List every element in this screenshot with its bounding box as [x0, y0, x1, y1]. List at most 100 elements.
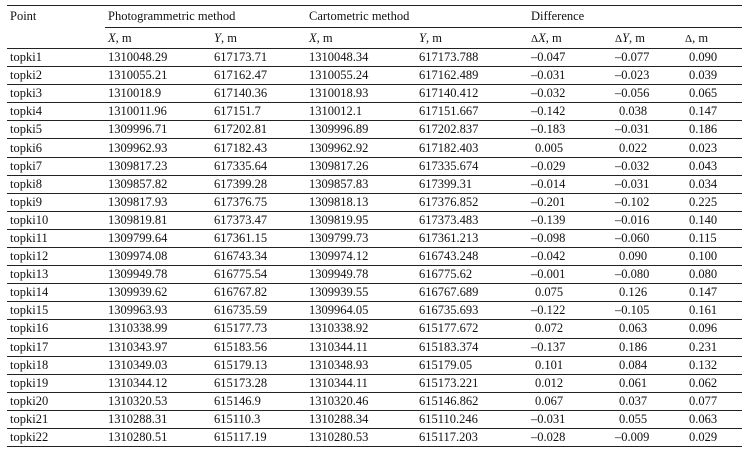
cell-delta-x: –0.031 — [528, 66, 613, 86]
cell-delta-y: –0.102 — [612, 193, 683, 212]
cell-point-name: topki9 — [7, 193, 105, 212]
cell-point-name: topki13 — [7, 265, 105, 285]
cell-y-photo: 617173.71 — [211, 48, 306, 68]
cell-delta-x: –0.098 — [528, 229, 613, 249]
cell-delta-y: –0.077 — [612, 48, 683, 68]
unit: , m — [115, 30, 132, 45]
cell-point-name: topki15 — [7, 301, 105, 321]
header-point: Point — [10, 9, 37, 24]
table-row: topki3 1310018.9 617140.36 1310018.93 617140… — [7, 84, 743, 104]
unit: , m — [220, 30, 237, 45]
cell-x-photo: 1309962.93 — [105, 138, 211, 158]
table-row: topki22 1310280.51 615117.19 1310280.53 6151… — [7, 428, 743, 448]
cell-y-carto: 615110.246 — [416, 410, 529, 429]
cell-y-photo: 615110.3 — [211, 410, 306, 429]
cell-x-carto: 1310280.53 — [306, 428, 416, 448]
header-difference: Difference — [528, 5, 743, 28]
cell-y-carto: 617376.852 — [416, 193, 529, 212]
cell-delta-x: –0.032 — [528, 84, 613, 104]
unit: , m — [692, 30, 709, 45]
header-blank — [7, 27, 105, 49]
cell-delta-x: –0.201 — [528, 193, 613, 212]
cell-delta-y: 0.038 — [612, 102, 683, 122]
cell-x-carto: 1309974.12 — [306, 247, 416, 267]
cell-point-name: topki1 — [7, 48, 105, 68]
cell-delta-x: 0.067 — [528, 392, 613, 411]
table-row: topki15 1309963.93 616735.59 1309964.05 6167… — [7, 301, 743, 321]
cell-delta: 0.231 — [682, 338, 743, 357]
cell-delta-y: –0.031 — [612, 175, 683, 194]
cell-y-carto: 616743.248 — [416, 247, 529, 267]
cell-x-carto: 1310344.11 — [306, 338, 416, 357]
cell-delta-y: 0.061 — [612, 374, 683, 393]
cell-x-carto: 1309964.05 — [306, 301, 416, 321]
cell-delta-y: –0.009 — [612, 428, 683, 448]
cell-delta-x: 0.101 — [528, 356, 613, 375]
cell-delta-y: –0.060 — [612, 229, 683, 249]
cell-delta: 0.100 — [682, 247, 743, 267]
unit: , m — [316, 30, 333, 45]
cell-delta: 0.147 — [682, 102, 743, 122]
cell-x-photo: 1309939.62 — [105, 283, 211, 303]
cell-y-carto: 615146.862 — [416, 392, 529, 411]
cell-y-photo: 617202.81 — [211, 120, 306, 140]
cell-x-carto: 1309817.26 — [306, 157, 416, 176]
cell-delta-y: –0.080 — [612, 265, 683, 285]
cell-x-photo: 1309963.93 — [105, 301, 211, 321]
unit: , m — [425, 30, 442, 45]
cell-x-photo: 1310320.53 — [105, 392, 211, 411]
cell-y-photo: 615117.19 — [211, 428, 306, 448]
cell-y-photo: 615146.9 — [211, 392, 306, 411]
table-row: topki9 1309817.93 617376.75 1309818.13 61737… — [7, 193, 743, 212]
cell-delta: 0.039 — [682, 66, 743, 86]
header-y-carto: Y, m — [416, 27, 529, 49]
cell-x-carto: 1310012.1 — [306, 102, 416, 122]
cell-x-photo: 1309799.64 — [105, 229, 211, 249]
cell-delta-y: 0.063 — [612, 319, 683, 339]
cell-delta-x: –0.047 — [528, 48, 613, 68]
cell-x-photo: 1310048.29 — [105, 48, 211, 68]
cell-delta-x: 0.005 — [528, 138, 613, 158]
cell-delta: 0.077 — [682, 392, 743, 411]
cell-x-carto: 1309996.89 — [306, 120, 416, 140]
cell-y-carto: 615173.221 — [416, 374, 529, 393]
table-row: topki10 1309819.81 617373.47 1309819.95 6173… — [7, 211, 743, 230]
cell-delta-x: 0.012 — [528, 374, 613, 393]
header-photogrammetric: Photogrammetric method — [105, 5, 306, 28]
cell-delta-x: –0.029 — [528, 157, 613, 176]
axis-symbol: Y — [214, 30, 221, 45]
delta-symbol: Δ — [615, 32, 623, 45]
axis-symbol: X — [108, 30, 116, 45]
cell-point-name: topki11 — [7, 229, 105, 249]
cell-delta: 0.063 — [682, 410, 743, 429]
cell-delta-x: –0.042 — [528, 247, 613, 267]
cell-delta: 0.132 — [682, 356, 743, 375]
table-row: topki6 1309962.93 617182.43 1309962.92 61718… — [7, 138, 743, 158]
cell-delta-y: –0.032 — [612, 157, 683, 176]
cell-y-carto: 616775.62 — [416, 265, 529, 285]
cell-delta-y: –0.016 — [612, 211, 683, 230]
table-row: topki11 1309799.64 617361.15 1309799.73 6173… — [7, 229, 743, 249]
cell-point-name: topki22 — [7, 428, 105, 448]
cell-delta-y: –0.056 — [612, 84, 683, 104]
cell-x-carto: 1310348.93 — [306, 356, 416, 375]
cell-delta: 0.225 — [682, 193, 743, 212]
cell-y-photo: 617376.75 — [211, 193, 306, 212]
cell-x-photo: 1309974.08 — [105, 247, 211, 267]
table-row: topki8 1309857.82 617399.28 1309857.83 61739… — [7, 175, 743, 194]
cell-point-name: topki16 — [7, 319, 105, 339]
cell-delta-x: –0.001 — [528, 265, 613, 285]
header-x-carto: X, m — [306, 27, 416, 49]
table-row: topki14 1309939.62 616767.82 1309939.55 6167… — [7, 283, 743, 303]
cell-x-carto: 1309939.55 — [306, 283, 416, 303]
cell-x-carto: 1309962.92 — [306, 138, 416, 158]
cell-point-name: topki21 — [7, 410, 105, 429]
cell-y-carto: 615117.203 — [416, 428, 529, 448]
table-row: topki16 1310338.99 615177.73 1310338.92 6151… — [7, 319, 743, 339]
cell-x-carto: 1310344.11 — [306, 374, 416, 393]
cell-delta-x: –0.014 — [528, 175, 613, 194]
cell-delta-y: –0.031 — [612, 120, 683, 140]
unit: , m — [545, 30, 562, 45]
cell-y-carto: 617361.213 — [416, 229, 529, 249]
cell-y-photo: 615179.13 — [211, 356, 306, 375]
